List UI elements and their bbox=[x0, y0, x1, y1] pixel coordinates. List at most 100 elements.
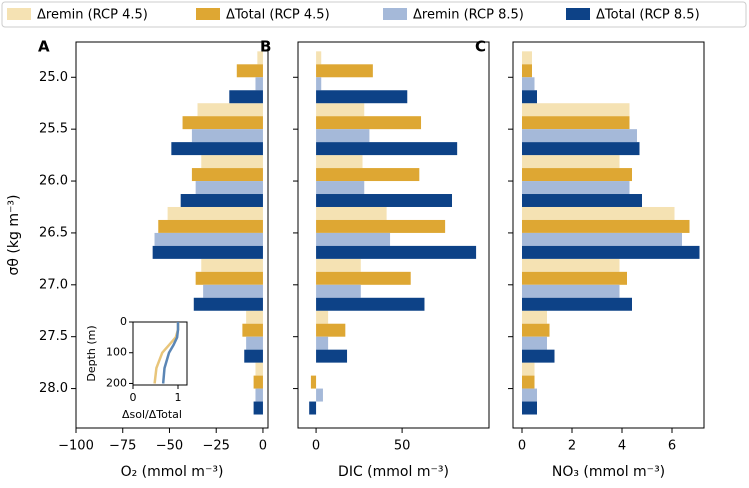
bar bbox=[522, 103, 630, 117]
bar bbox=[522, 219, 690, 233]
y-tick-label: 100 bbox=[106, 346, 127, 359]
bar bbox=[316, 284, 361, 298]
bar bbox=[522, 349, 555, 363]
y-tick-label: 26.5 bbox=[39, 225, 68, 240]
legend-label: Δremin (RCP 8.5) bbox=[413, 8, 524, 23]
bar bbox=[316, 116, 422, 130]
legend-label: ΔTotal (RCP 4.5) bbox=[226, 8, 330, 23]
x-axis-label: O₂ (mmol m⁻³) bbox=[121, 464, 224, 480]
bar bbox=[316, 77, 322, 91]
bar bbox=[257, 51, 263, 65]
bar bbox=[242, 323, 263, 337]
bar bbox=[195, 271, 263, 285]
bar bbox=[522, 155, 620, 169]
x-tick-label: 1 bbox=[175, 391, 182, 404]
bar bbox=[522, 90, 537, 104]
bar bbox=[316, 90, 408, 104]
bar bbox=[167, 206, 263, 220]
bar bbox=[522, 284, 620, 298]
bar bbox=[253, 375, 263, 389]
y-tick-label: 25.0 bbox=[39, 70, 68, 85]
bar bbox=[522, 194, 642, 207]
x-tick-label: −100 bbox=[58, 439, 94, 454]
bar bbox=[522, 142, 640, 156]
bar bbox=[316, 219, 446, 233]
x-tick-label: 0 bbox=[518, 439, 526, 454]
legend-box bbox=[1, 1, 747, 28]
plot-frame bbox=[75, 41, 269, 429]
bar bbox=[255, 388, 263, 402]
bar bbox=[522, 271, 627, 285]
bar bbox=[522, 336, 547, 350]
bar bbox=[316, 323, 346, 337]
bar bbox=[201, 258, 263, 272]
bar bbox=[316, 168, 420, 182]
x-axis-label: DIC (mmol m⁻³) bbox=[338, 464, 449, 480]
bar bbox=[316, 310, 329, 324]
y-axis-label: σθ (kg m⁻³) bbox=[6, 195, 22, 276]
bar bbox=[191, 168, 263, 182]
bar bbox=[316, 271, 411, 285]
bar bbox=[522, 245, 700, 259]
bar bbox=[309, 401, 317, 415]
bar bbox=[253, 401, 263, 415]
x-tick-label: 0 bbox=[130, 391, 137, 404]
y-tick-label: 25.5 bbox=[39, 122, 68, 137]
bar bbox=[195, 181, 263, 195]
bar bbox=[522, 375, 535, 389]
bar bbox=[255, 77, 263, 91]
x-tick-label: −25 bbox=[202, 439, 229, 454]
bar bbox=[316, 388, 323, 402]
panel-label: A bbox=[38, 38, 50, 56]
bar bbox=[316, 206, 387, 220]
bar bbox=[310, 375, 317, 389]
bar bbox=[316, 142, 458, 156]
bar bbox=[522, 323, 550, 337]
x-tick-label: 50 bbox=[394, 439, 411, 454]
y-tick-label: 27.0 bbox=[39, 277, 68, 292]
x-tick-label: −75 bbox=[109, 439, 136, 454]
legend-swatch bbox=[7, 8, 31, 20]
bar bbox=[316, 297, 425, 311]
bar bbox=[191, 129, 263, 143]
y-tick-label: 0 bbox=[120, 315, 127, 328]
y-tick-label: 200 bbox=[106, 376, 127, 389]
bar bbox=[316, 51, 322, 65]
panel-label: B bbox=[260, 38, 271, 56]
bar bbox=[255, 362, 263, 376]
bar bbox=[522, 258, 620, 272]
bar bbox=[197, 103, 263, 117]
bar bbox=[316, 155, 363, 169]
x-tick-label: 6 bbox=[668, 439, 676, 454]
bar bbox=[522, 116, 630, 130]
bar bbox=[316, 349, 348, 363]
bar bbox=[246, 336, 263, 350]
bar bbox=[316, 129, 370, 143]
x-tick-label: 4 bbox=[618, 439, 626, 454]
bar bbox=[316, 258, 361, 272]
x-tick-label: 2 bbox=[568, 439, 576, 454]
panel-label: C bbox=[475, 38, 486, 56]
bar bbox=[522, 77, 535, 91]
bar bbox=[201, 155, 263, 169]
bar bbox=[522, 168, 632, 182]
bar bbox=[246, 310, 263, 324]
legend-label: ΔTotal (RCP 8.5) bbox=[596, 8, 700, 23]
bar bbox=[316, 194, 453, 207]
x-tick-label: 0 bbox=[312, 439, 320, 454]
plot-frame bbox=[512, 41, 705, 429]
legend-swatch bbox=[383, 8, 407, 20]
bar bbox=[522, 129, 637, 143]
bar bbox=[522, 388, 537, 402]
bar bbox=[522, 64, 532, 78]
bar bbox=[522, 310, 547, 324]
bar bbox=[180, 194, 263, 207]
bar bbox=[316, 64, 373, 78]
bar bbox=[244, 349, 263, 363]
x-tick-label: −50 bbox=[156, 439, 183, 454]
bar bbox=[522, 401, 537, 415]
line bbox=[161, 322, 180, 384]
plot-frame bbox=[297, 41, 490, 429]
bar bbox=[316, 245, 477, 259]
